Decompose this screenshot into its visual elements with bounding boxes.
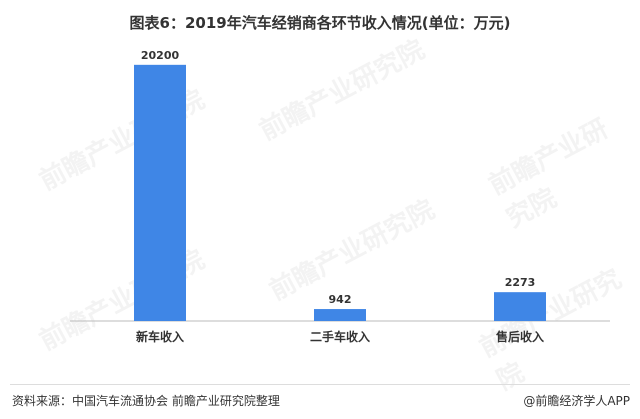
category-label-3: 售后收入	[496, 329, 544, 344]
chart-title: 图表6：2019年汽车经销商各环节收入情况(单位：万元)	[129, 14, 511, 32]
bar-1	[134, 64, 186, 321]
data-label-1: 20200	[141, 49, 180, 62]
data-label-2: 942	[329, 293, 352, 306]
source-note: 资料来源：中国汽车流通协会 前瞻产业研究院整理	[12, 394, 280, 408]
data-label-3: 2273	[505, 276, 536, 289]
category-label-1: 新车收入	[136, 329, 184, 344]
footer-divider	[10, 384, 630, 385]
bar-3	[494, 292, 546, 321]
category-label-2: 二手车收入	[310, 329, 370, 344]
brand-credit: @前瞻经济学人APP	[523, 394, 630, 408]
bar-2	[314, 309, 366, 321]
